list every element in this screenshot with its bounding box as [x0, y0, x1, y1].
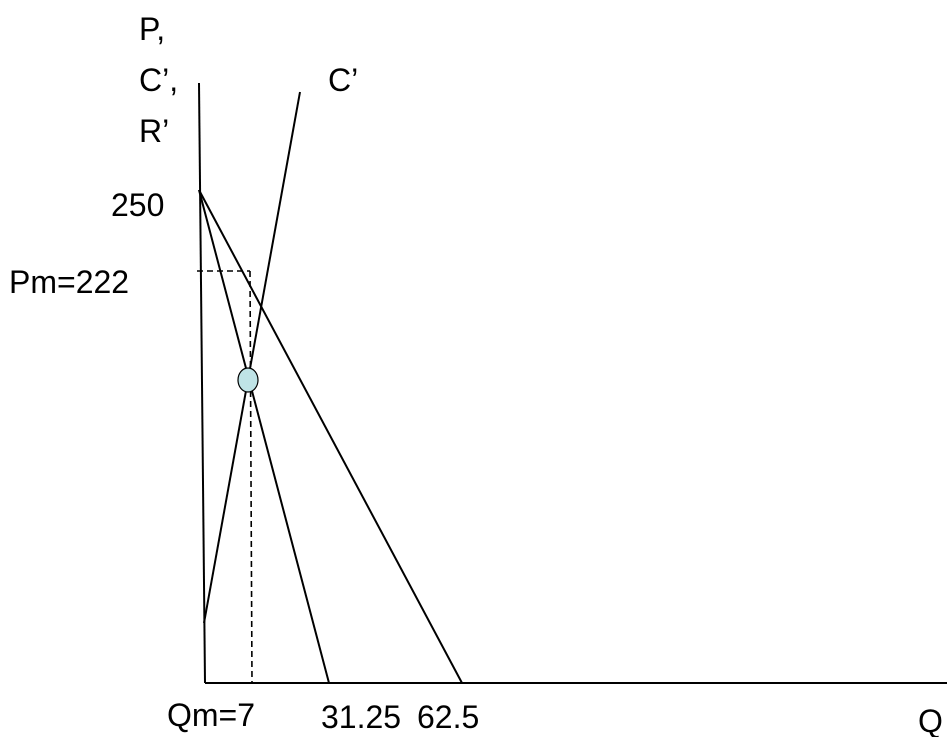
- monopoly-price-label: Pm=222: [9, 264, 129, 300]
- y-intercept-label: 250: [111, 187, 164, 223]
- demand-intercept-label: 62.5: [417, 699, 479, 735]
- y-axis-label-line-1: P,: [139, 11, 165, 47]
- marginal-cost-label: C’: [328, 62, 358, 98]
- y-axis: [198, 82, 206, 684]
- y-axis-label-line-3: R’: [139, 113, 169, 149]
- monopoly-quantity-guide: [249, 270, 253, 684]
- x-axis-label: Q: [918, 703, 943, 737]
- mr-intercept-label: 31.25: [321, 699, 401, 735]
- marginal-cost-curve: [203, 91, 301, 624]
- demand-curve: [198, 189, 463, 684]
- monopoly-quantity-label: Qm=7: [167, 697, 255, 733]
- y-axis-label-line-2: C’,: [139, 62, 178, 98]
- equilibrium-point: [237, 367, 259, 393]
- marginal-revenue-curve: [198, 189, 330, 684]
